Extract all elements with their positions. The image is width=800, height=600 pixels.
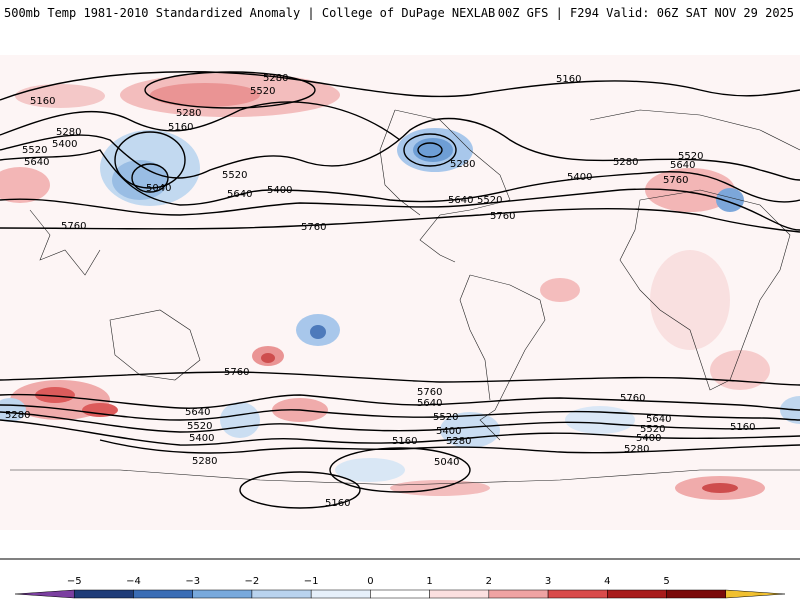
colorbar-swatch <box>429 589 490 599</box>
contour-label: 5160 <box>325 498 350 509</box>
contour-label: 5160 <box>556 74 581 85</box>
contour-label: 5760 <box>620 393 645 404</box>
contour-label: 5520 <box>433 412 458 423</box>
contour-label: 5160 <box>730 422 755 433</box>
colorbar-swatch <box>310 589 371 599</box>
contour-label: 5640 <box>448 195 473 206</box>
colorbar-tick-label: −1 <box>304 576 319 587</box>
contour-label: 5760 <box>663 175 688 186</box>
contour-labels: 5160 5280 5400 5520 5640 5160 5280 5040 … <box>5 73 755 509</box>
contour-label: 5280 <box>450 159 475 170</box>
contour-label: 5640 <box>24 157 49 168</box>
contour-label: 5280 <box>446 436 471 447</box>
contour-label: 5760 <box>490 211 515 222</box>
contour-label: 5400 <box>636 433 661 444</box>
contour-label: 5280 <box>176 108 201 119</box>
contour-label: 5520 <box>640 424 665 435</box>
height-contours <box>0 71 800 509</box>
contour-label: 5400 <box>267 185 292 196</box>
contour-label: 5400 <box>567 172 592 183</box>
coastlines <box>10 109 800 486</box>
colorbar-swatch <box>488 589 549 599</box>
colorbar-swatch <box>192 589 253 599</box>
colorbar-swatch <box>725 589 786 599</box>
colorbar-tick-label: 5 <box>663 576 669 587</box>
contour-label: 5520 <box>187 421 212 432</box>
colorbar-tick-label: 4 <box>604 576 610 587</box>
contour-label: 5400 <box>189 433 214 444</box>
colorbar-tick-label: −5 <box>67 576 82 587</box>
colorbar-tick-label: −2 <box>245 576 260 587</box>
colorbar-tick-label: 0 <box>367 576 373 587</box>
contour-label: 5760 <box>61 221 86 232</box>
colorbar-swatch <box>370 589 430 599</box>
contour-label: 5640 <box>417 398 442 409</box>
contour-label: 5160 <box>168 122 193 133</box>
colorbar-tick-label: 2 <box>486 576 492 587</box>
contour-label: 5520 <box>22 145 47 156</box>
colorbar-tick-label: −3 <box>185 576 200 587</box>
contour-label: 5400 <box>52 139 77 150</box>
contour-label: 5520 <box>678 151 703 162</box>
contour-label: 5760 <box>224 367 249 378</box>
colorbar-tick-label: 3 <box>545 576 551 587</box>
contour-label: 5400 <box>436 426 461 437</box>
contour-label: 5280 <box>192 456 217 467</box>
colorbar-swatch <box>251 589 312 599</box>
contour-label: 5640 <box>670 160 695 171</box>
contour-label: 5040 <box>434 457 459 468</box>
contour-label: 5640 <box>646 414 671 425</box>
anomaly-map: 5160 5280 5400 5520 5640 5160 5280 5040 … <box>0 25 800 560</box>
colorbar-tick-label: −4 <box>126 576 141 587</box>
colorbar-swatch <box>547 589 608 599</box>
colorbar-swatch <box>666 589 727 599</box>
contour-label: 5520 <box>477 195 502 206</box>
map-title: 500mb Temp 1981-2010 Standardized Anomal… <box>4 6 496 20</box>
contour-label: 5760 <box>301 222 326 233</box>
model-run-info: 00Z GFS | F294 Valid: 06Z SAT NOV 29 202… <box>497 6 794 20</box>
contour-label: 5040 <box>146 183 171 194</box>
contour-label: 5160 <box>392 436 417 447</box>
colorbar-swatch <box>133 589 193 599</box>
contour-label: 5640 <box>227 189 252 200</box>
contour-label: 5160 <box>30 96 55 107</box>
colorbar-ticks: −5 −4 −3 −2 −1 0 1 2 3 4 5 <box>67 576 670 587</box>
colorbar-swatches <box>14 589 786 599</box>
contour-label: 5640 <box>185 407 210 418</box>
contour-label: 5520 <box>250 86 275 97</box>
contour-label: 5280 <box>613 157 638 168</box>
colorbar-swatch <box>14 589 75 599</box>
contour-label: 5280 <box>624 444 649 455</box>
contour-label: 5760 <box>417 387 442 398</box>
colorbar-swatch <box>73 589 134 599</box>
contour-label: 5280 <box>263 73 288 84</box>
contour-label: 5280 <box>5 410 30 421</box>
colorbar-swatch <box>607 589 667 599</box>
contour-label: 5280 <box>56 127 81 138</box>
colorbar: −5 −4 −3 −2 −1 0 1 2 3 4 5 <box>14 576 786 599</box>
contour-label: 5520 <box>222 170 247 181</box>
colorbar-tick-label: 1 <box>426 576 432 587</box>
